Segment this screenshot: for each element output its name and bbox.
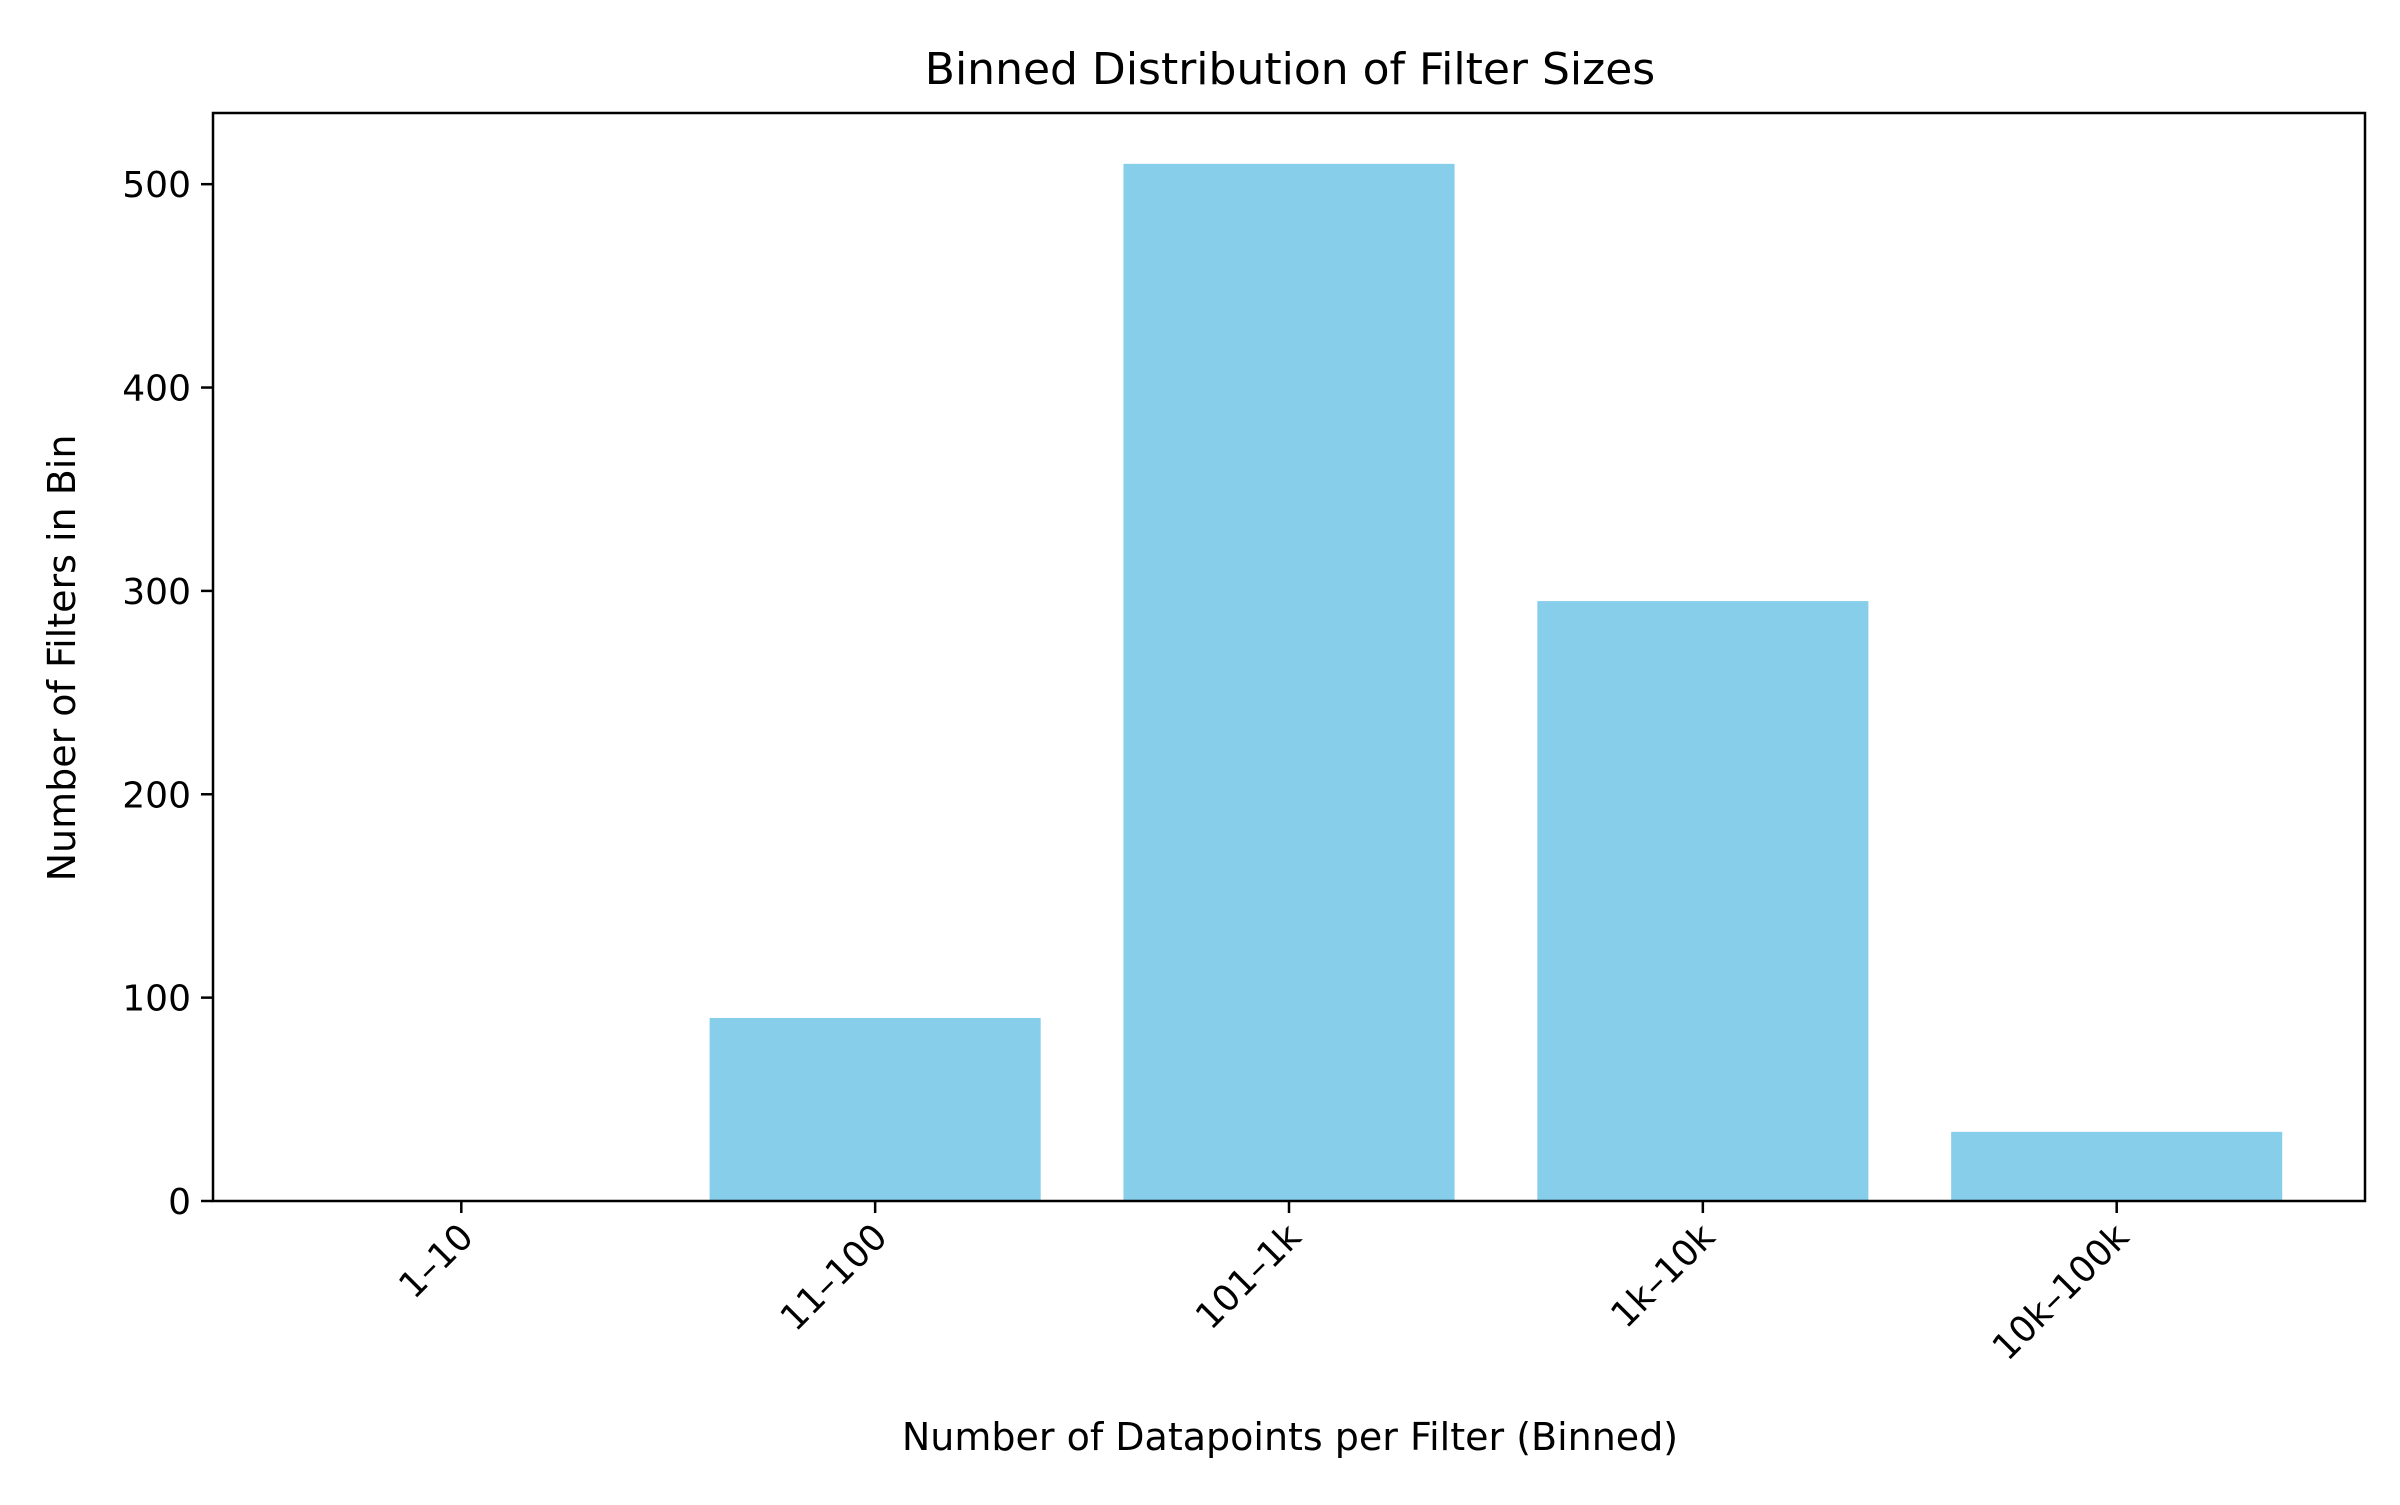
y-tick-label: 100 [122, 979, 191, 1020]
x-axis-label: Number of Datapoints per Filter (Binned) [902, 1415, 1678, 1459]
y-axis-label: Number of Filters in Bin [40, 435, 84, 882]
x-tick-label: 101–1k [1188, 1216, 1309, 1337]
bar [709, 1017, 1041, 1201]
y-tick-label: 200 [122, 775, 191, 816]
x-tick-label: 10k–100k [1985, 1216, 2137, 1368]
bar [1951, 1131, 2283, 1201]
y-tick-label: 400 [122, 369, 191, 410]
y-tick-label: 0 [168, 1182, 191, 1223]
plot-area: 0 100 200 300 400 500 1–10 11–100 101–1k 1k–10k 10… [122, 111, 2367, 1369]
x-tick-label: 1–10 [391, 1216, 481, 1306]
chart-title: Binned Distribution of Filter Sizes [925, 44, 1655, 95]
y-tick-label: 500 [122, 165, 191, 206]
bar [1537, 601, 1869, 1201]
bar [1123, 163, 1455, 1202]
x-tick-label: 1k–10k [1603, 1216, 1723, 1336]
y-tick-label: 300 [122, 572, 191, 613]
x-tick-label: 11–100 [773, 1216, 896, 1339]
